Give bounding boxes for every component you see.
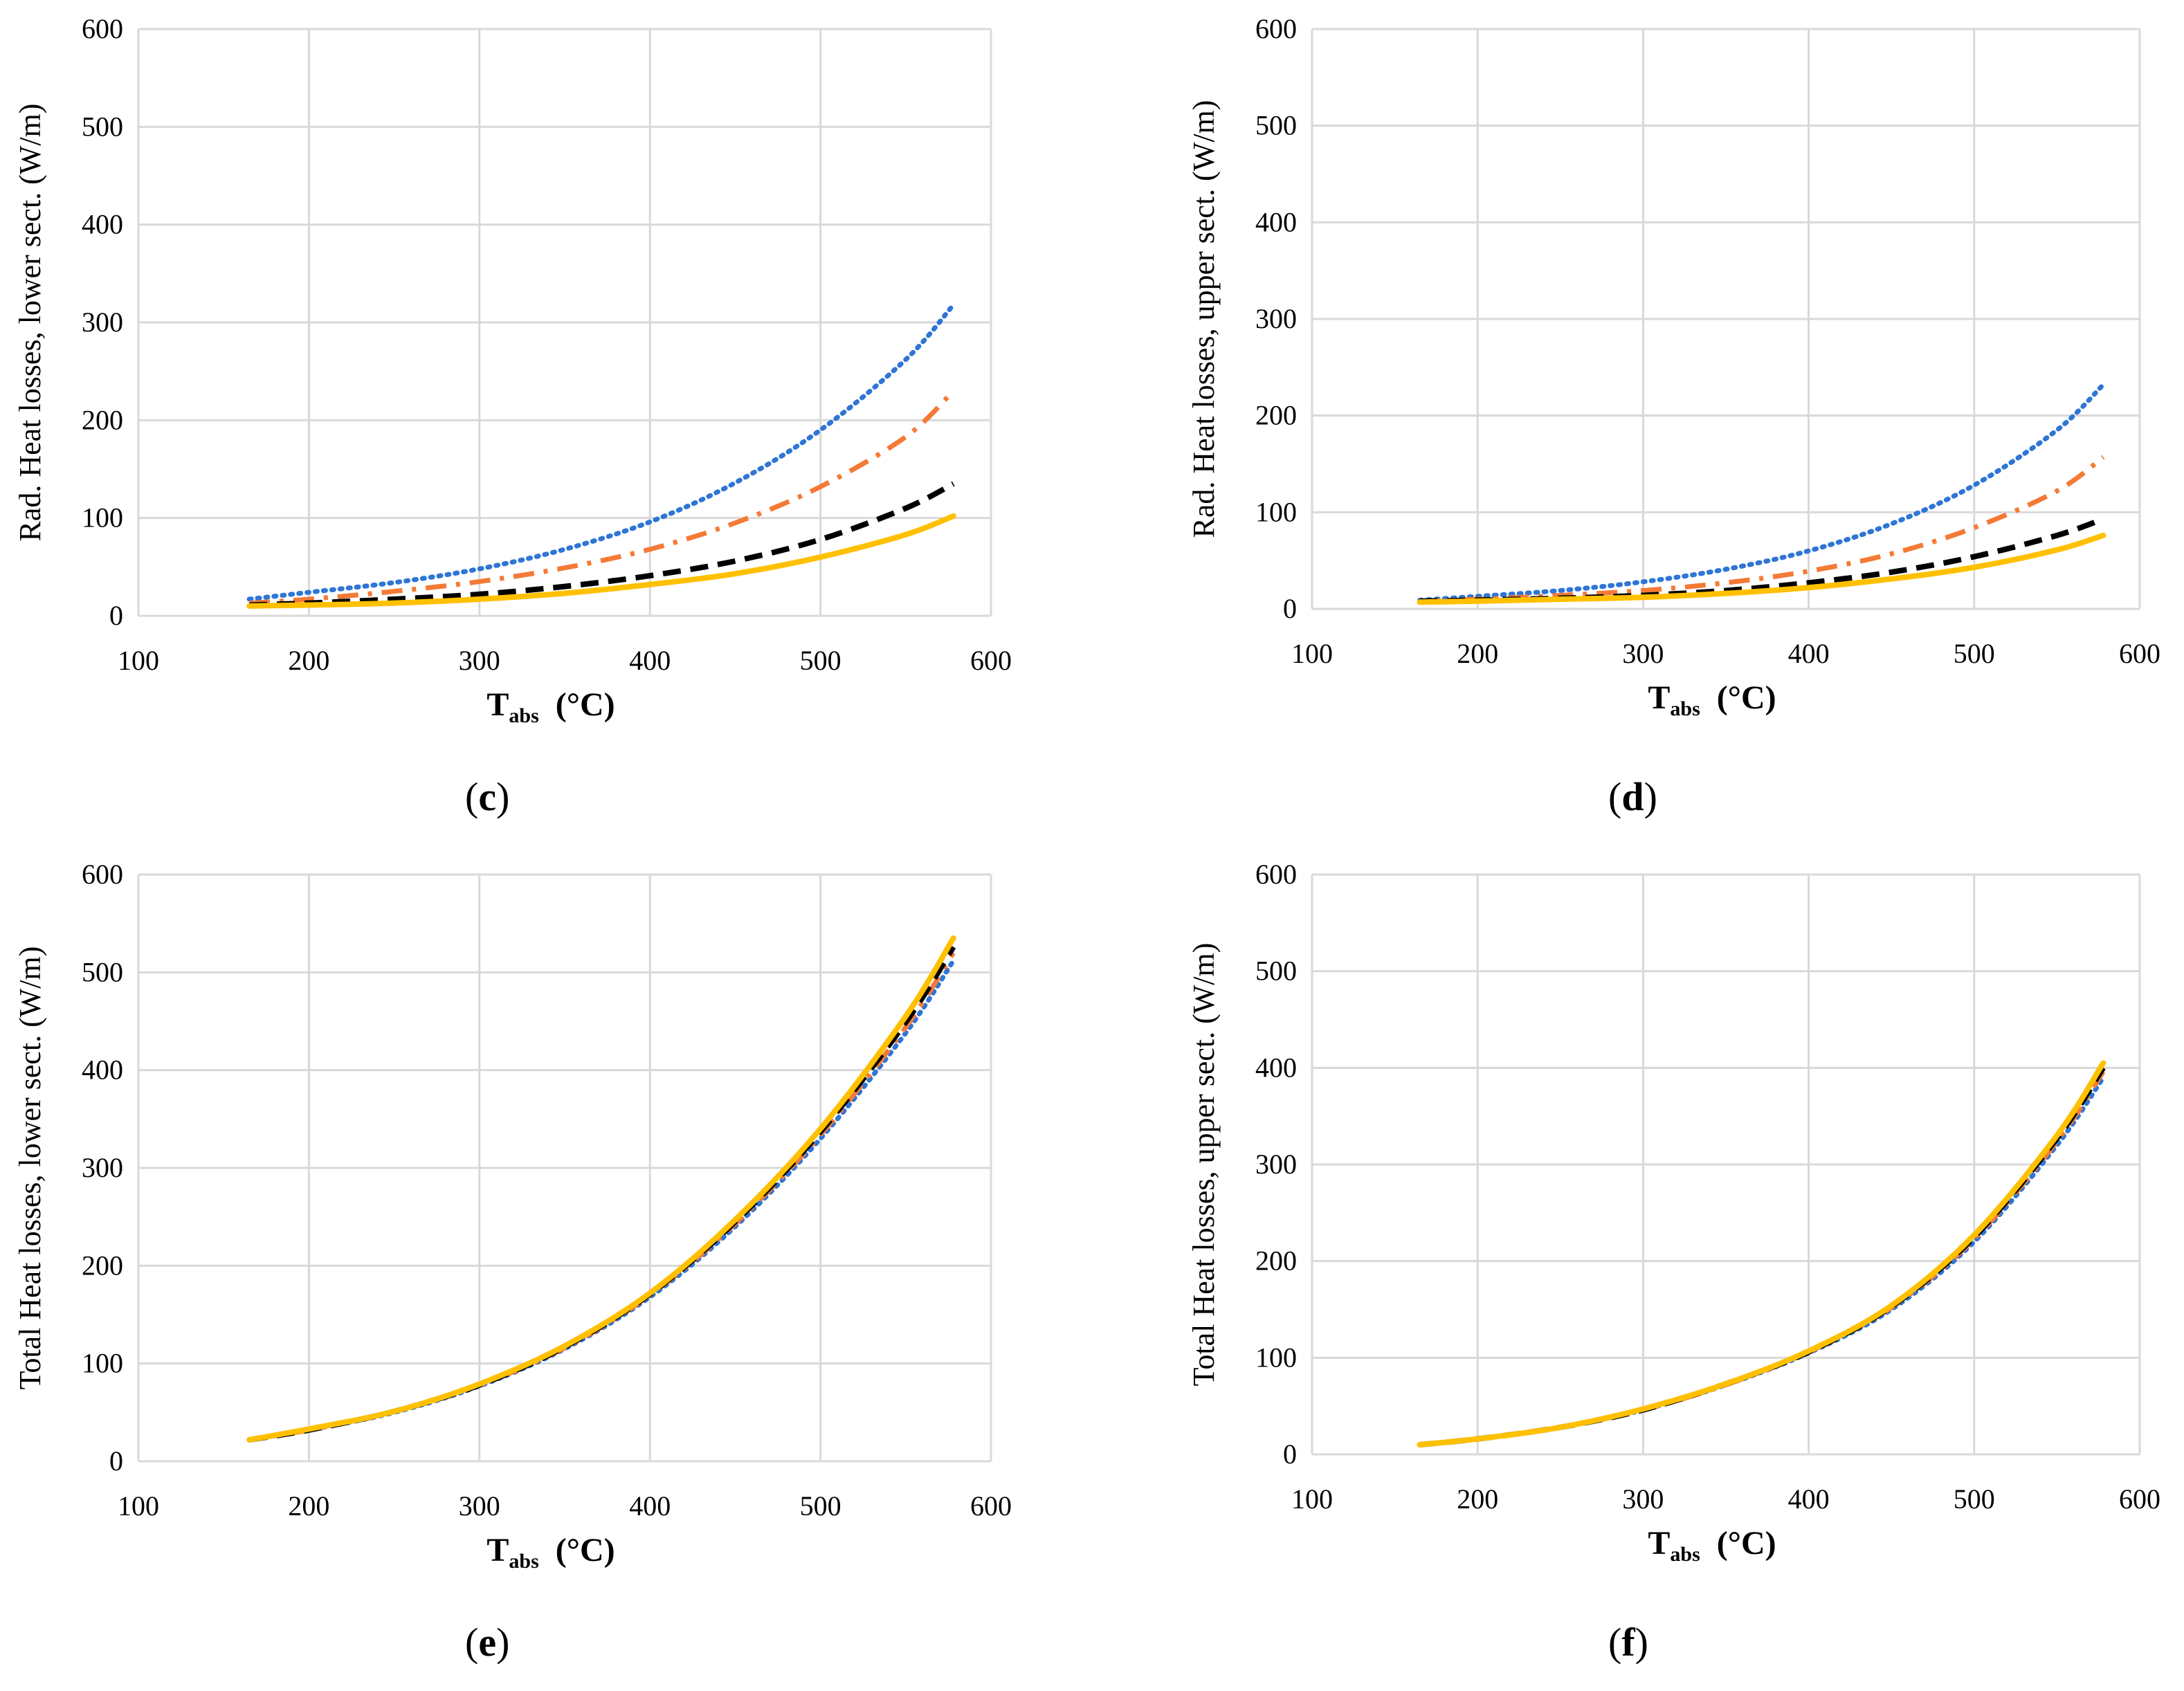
- x-tick-label: 200: [288, 1490, 329, 1521]
- chart-panel-e: 0 100 200 300 400 500 600 100 200 300 400 500 600 Tot…: [0, 846, 1092, 1691]
- chart-d-svg: 0 100 200 300 400 500 600 100 200 300 400 500 600 Rad…: [1187, 13, 2160, 720]
- y-tick-label: 500: [82, 111, 123, 142]
- x-axis-title-main: T: [486, 686, 509, 723]
- x-axis-title-unit: (°C): [539, 1532, 615, 1569]
- y-tick-label: 300: [82, 1152, 123, 1183]
- y-axis-title: Total Heat losses, lower sect. (W/m): [13, 947, 47, 1390]
- y-tick-label: 300: [1255, 303, 1297, 334]
- y-tick-label: 200: [1255, 1245, 1297, 1277]
- y-tick-label: 0: [109, 600, 123, 631]
- x-tick-label: 400: [629, 645, 671, 676]
- x-axis-title-sub: abs: [509, 1550, 538, 1573]
- y-tick-label: 200: [82, 1250, 123, 1281]
- y-axis-title: Rad. Heat losses, upper sect. (W/m): [1187, 100, 1221, 538]
- y-tick-label: 400: [82, 1054, 123, 1086]
- x-tick-label: 100: [1291, 1483, 1333, 1515]
- y-tick-label: 400: [1255, 206, 1297, 237]
- y-tick-label: 100: [82, 502, 123, 533]
- y-tick-label: 600: [82, 13, 123, 44]
- x-axis-title-main: T: [1648, 679, 1670, 716]
- chart-e-svg: 0 100 200 300 400 500 600 100 200 300 400 500 600 Tot…: [13, 859, 1012, 1573]
- x-tick-label: 200: [1457, 1483, 1498, 1515]
- y-tick-label: 500: [1255, 110, 1297, 141]
- x-axis-title-main: T: [486, 1532, 509, 1569]
- y-tick-label: 0: [1283, 1438, 1297, 1470]
- series-line-dashed: [248, 945, 956, 1443]
- x-axis-title-unit: (°C): [1700, 1525, 1776, 1562]
- x-tick-label: 500: [800, 645, 841, 676]
- x-axis-title: Tabs (°C): [486, 1532, 615, 1573]
- series-line-dashdot: [248, 951, 956, 1443]
- series-line-dotted: [246, 302, 956, 602]
- y-tick-label: 600: [1255, 859, 1297, 890]
- y-tick-label: 400: [82, 209, 123, 240]
- y-tick-label: 600: [82, 859, 123, 890]
- y-tick-label: 0: [1283, 593, 1297, 624]
- x-tick-label: 500: [1954, 638, 1995, 669]
- x-axis-title: Tabs (°C): [1648, 1525, 1776, 1566]
- y-tick-label: 300: [1255, 1149, 1297, 1180]
- x-tick-label: 600: [2119, 638, 2160, 669]
- y-axis-title: Total Heat losses, upper sect. (W/m): [1187, 943, 1221, 1387]
- y-tick-label: 0: [109, 1445, 123, 1477]
- series-line-solid: [246, 935, 956, 1443]
- x-tick-label: 600: [970, 1490, 1012, 1521]
- x-axis-title: Tabs (°C): [486, 686, 615, 727]
- panel-label-f: (f): [1608, 1620, 1648, 1665]
- y-tick-label: 500: [82, 956, 123, 987]
- chart-panel-c: 0 100 200 300 400 500 600 100 200 300 400 500 600 Rad…: [0, 0, 1092, 846]
- x-tick-label: 100: [1291, 638, 1333, 669]
- panel-label-e: (e): [465, 1620, 510, 1665]
- series-line-dotted: [246, 958, 956, 1443]
- x-tick-label: 200: [1457, 638, 1498, 669]
- panel-label-c: (c): [465, 774, 510, 819]
- x-tick-label: 500: [800, 1490, 841, 1521]
- x-tick-label: 300: [1622, 1483, 1664, 1515]
- panel-label-d: (d): [1608, 774, 1657, 819]
- x-tick-label: 400: [629, 1490, 671, 1521]
- series-line-dashdot: [1419, 1070, 2106, 1447]
- x-tick-label: 400: [1788, 1483, 1830, 1515]
- x-axis-title-unit: (°C): [539, 686, 615, 723]
- chart-c-svg: 0 100 200 300 400 500 600 100 200 300 400 500 600 Rad…: [13, 13, 1012, 727]
- series-line-dashdot: [248, 389, 956, 606]
- chart-f-svg: 0 100 200 300 400 500 600 100 200 300 400 500 600 Tot…: [1187, 859, 2160, 1566]
- x-tick-label: 200: [288, 645, 329, 676]
- series-line-dotted: [1417, 382, 2106, 603]
- y-tick-label: 100: [82, 1348, 123, 1379]
- y-tick-label: 200: [82, 404, 123, 435]
- x-tick-label: 100: [118, 1490, 159, 1521]
- y-tick-label: 600: [1255, 13, 1297, 44]
- y-tick-label: 100: [1255, 1342, 1297, 1373]
- x-tick-label: 300: [459, 645, 500, 676]
- x-axis-title-sub: abs: [509, 704, 538, 727]
- series-line-dashdot: [1419, 455, 2105, 604]
- x-axis-title-main: T: [1648, 1525, 1670, 1562]
- y-axis-title: Rad. Heat losses, lower sect. (W/m): [13, 104, 47, 542]
- x-tick-label: 300: [1622, 638, 1664, 669]
- x-tick-label: 300: [459, 1490, 500, 1521]
- x-tick-label: 600: [2119, 1483, 2160, 1515]
- x-axis-title-unit: (°C): [1700, 679, 1776, 716]
- series-line-solid: [1417, 1060, 2106, 1448]
- y-tick-label: 100: [1255, 496, 1297, 527]
- y-tick-label: 200: [1255, 400, 1297, 431]
- series-line-solid: [1417, 532, 2106, 605]
- y-tick-label: 500: [1255, 956, 1297, 987]
- y-tick-label: 400: [1255, 1052, 1297, 1083]
- chart-panel-d: 0 100 200 300 400 500 600 100 200 300 400 500 600 Rad…: [1174, 0, 2184, 846]
- x-axis-title: Tabs (°C): [1648, 679, 1776, 720]
- x-axis-title-sub: abs: [1670, 1543, 1700, 1566]
- series-line-dashed: [1419, 1066, 2106, 1448]
- x-tick-label: 100: [118, 645, 159, 676]
- x-tick-label: 500: [1954, 1483, 1995, 1515]
- series-line-solid: [246, 513, 956, 609]
- chart-panel-f: 0 100 200 300 400 500 600 100 200 300 400 500 600 Tot…: [1174, 846, 2184, 1691]
- x-tick-label: 600: [970, 645, 1012, 676]
- y-tick-label: 300: [82, 307, 123, 338]
- x-axis-title-sub: abs: [1670, 697, 1700, 720]
- series-line-dashed: [1419, 516, 2104, 604]
- x-tick-label: 400: [1788, 638, 1830, 669]
